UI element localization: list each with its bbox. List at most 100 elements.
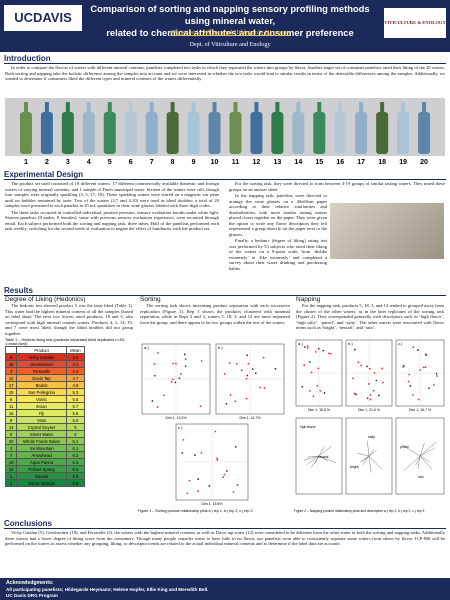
plot-point xyxy=(199,405,202,408)
panel-label: a.) xyxy=(298,341,303,346)
biplot-arrow xyxy=(368,455,382,470)
table-header: Product Mean xyxy=(4,346,86,354)
plot-point xyxy=(366,397,369,400)
panel-label: c.) xyxy=(398,341,403,346)
bottle-neck xyxy=(23,102,28,114)
product-cell: Whole Foods Italian xyxy=(16,437,67,445)
plot-point xyxy=(310,371,313,374)
table-row: 6 Volvic 5.6 xyxy=(4,395,86,403)
biplot-arrow xyxy=(368,455,372,473)
rank-cell: 20 xyxy=(4,437,18,445)
table-row: 1 Dasani 6.5 xyxy=(4,472,86,480)
napping-photo xyxy=(330,203,444,259)
authors: Christine L. Wilson and Hildegarde Heyma… xyxy=(170,29,290,36)
plot-point xyxy=(322,349,325,352)
plot-point xyxy=(200,360,203,362)
paragraph: The three tasks occurred in controlled i… xyxy=(5,209,219,232)
plot-point xyxy=(317,347,320,350)
bottle-neck xyxy=(254,102,259,114)
table-caption: Table 1 – Hedonic liking test (products … xyxy=(5,338,125,346)
plot-point xyxy=(408,373,411,376)
plot-point xyxy=(422,366,425,369)
table-row: 12 Davis Tap 4.7 xyxy=(4,374,86,382)
rank-cell: 18 xyxy=(4,360,18,368)
bottle xyxy=(229,112,242,154)
title-line: related to chemical attributes and consu… xyxy=(106,27,354,38)
plot-point xyxy=(235,362,238,365)
plot-point xyxy=(366,365,368,368)
product-cell: Sierra Springs xyxy=(16,479,67,487)
bottle xyxy=(271,112,284,154)
table-row: 16 Fiji 5.8 xyxy=(4,409,86,417)
rank-cell: 9 xyxy=(4,416,18,424)
paragraph: In order to compare the flavors of water… xyxy=(5,65,445,81)
mean-cell: 6.6 xyxy=(65,479,86,487)
photo-bg xyxy=(5,98,445,156)
plot-point xyxy=(182,438,185,441)
panel-label: c.) xyxy=(178,425,183,430)
bottle-neck xyxy=(338,102,343,114)
plot-point xyxy=(240,369,243,372)
plot-point xyxy=(172,362,174,365)
bottle-number: 7 xyxy=(150,159,154,166)
biplot-arrow xyxy=(417,455,421,469)
product-cell: Gerolsteiner xyxy=(16,360,67,368)
plot-point xyxy=(369,394,372,396)
subheading: Degree of Liking (Hedonics) xyxy=(5,296,86,303)
mean-cell: 6.2 xyxy=(65,451,86,459)
bottle-number: 16 xyxy=(336,159,344,166)
plot-point xyxy=(225,402,228,405)
table-row: 18 Gerolsteiner 4.1 xyxy=(4,360,86,368)
plot-point xyxy=(369,367,371,370)
descriptor-label: bright xyxy=(350,465,359,469)
plot-point xyxy=(424,366,427,369)
plot-point xyxy=(247,362,250,365)
plot-point xyxy=(353,392,356,395)
biplot-arrow xyxy=(362,455,370,462)
mean-cell: 3.2 xyxy=(65,353,86,361)
mean-cell: 4.4 xyxy=(65,367,86,375)
bottle-photo: 1 2 3 4 5 6 7 8 9 10 11 12 13 14 15 16 17 18 19 20 xyxy=(5,98,445,166)
bottle-neck xyxy=(86,102,91,114)
product-cell: San Pellegrino xyxy=(16,388,67,396)
plot-point xyxy=(225,470,228,472)
product-cell: Crystal Geyser xyxy=(16,423,67,431)
plot-point xyxy=(308,389,311,392)
product-cell: Smart Water xyxy=(16,430,67,438)
rank-cell: 2 xyxy=(4,444,18,452)
plot-point xyxy=(214,430,217,433)
intro: In order to compare the flavors of water… xyxy=(5,65,445,83)
rank-cell: 15 xyxy=(4,388,18,396)
plot-point xyxy=(200,451,203,454)
plot-point xyxy=(316,384,319,387)
axis-label: Dim 1, 18.7 % xyxy=(409,408,431,412)
plot-point xyxy=(412,394,414,396)
bottle-number: 4 xyxy=(87,159,91,166)
plot-point xyxy=(232,491,235,493)
bottle xyxy=(355,112,368,154)
bottle xyxy=(82,112,95,154)
plot-point xyxy=(151,400,154,402)
table-row: 13 Crystal Geyser 6 xyxy=(4,423,86,431)
bottle xyxy=(376,112,389,154)
napping: Napping For the napping task, products 5… xyxy=(296,296,444,332)
bottle xyxy=(61,112,74,154)
section-heading: Introduction xyxy=(4,54,446,64)
bottle xyxy=(166,112,179,154)
bottle-number: 17 xyxy=(357,159,365,166)
bottle xyxy=(124,112,137,154)
mean-cell: 6.1 xyxy=(65,437,86,445)
plot-point xyxy=(184,358,187,361)
section-heading: Experimental Design xyxy=(4,170,446,180)
bottle-number: 14 xyxy=(294,159,302,166)
paragraph: The product set used consisted of 18 dif… xyxy=(5,181,219,208)
product-cell: Voss xyxy=(16,416,67,424)
paragraph: For the napping task, products 5, 18, 3,… xyxy=(296,303,444,330)
biplot-arrow xyxy=(415,455,421,466)
plot-point xyxy=(303,346,306,349)
product-cell: Arrowhead xyxy=(16,451,67,459)
product-cell: Vichy Catalan xyxy=(16,353,67,361)
plot-point xyxy=(188,479,191,482)
header-cell: Mean xyxy=(65,346,86,354)
